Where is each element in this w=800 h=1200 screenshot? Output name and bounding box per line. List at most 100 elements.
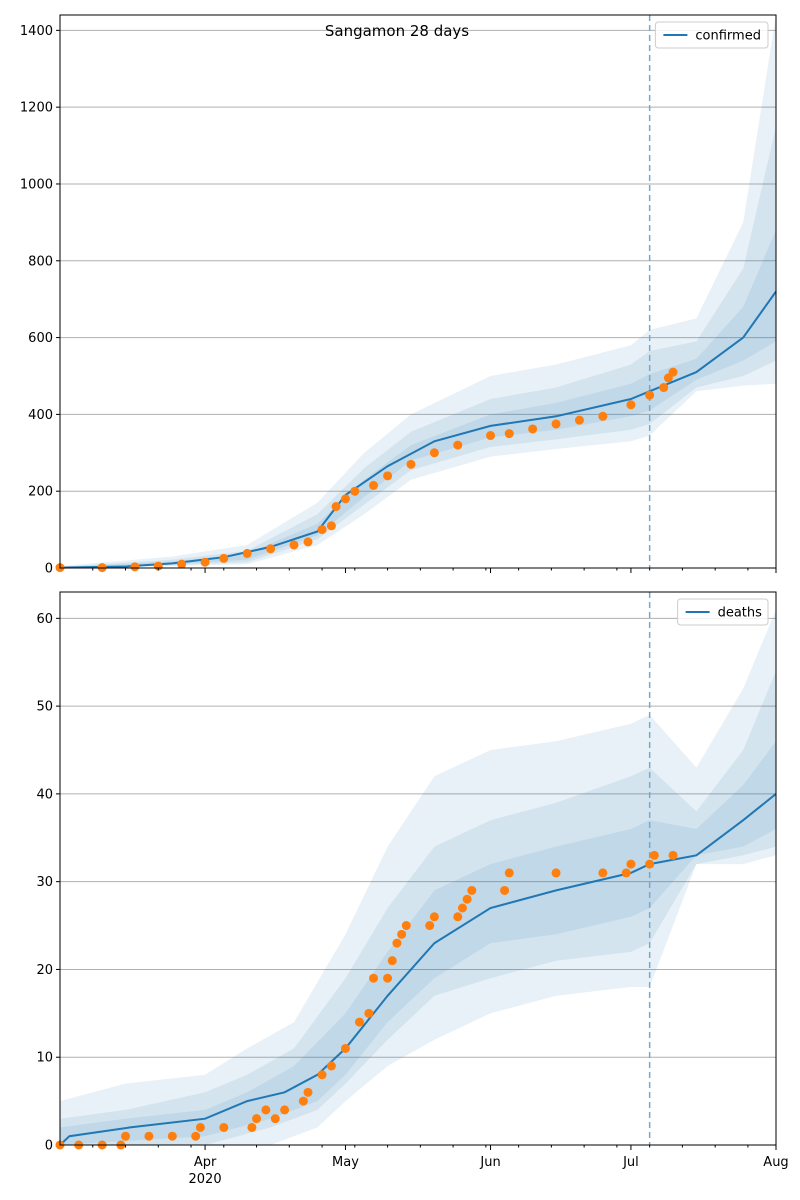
observed-point bbox=[504, 429, 514, 439]
credible-band-2 bbox=[60, 671, 776, 1145]
observed-point bbox=[429, 448, 439, 458]
y-tick-label: 20 bbox=[36, 963, 53, 978]
y-tick-label: 200 bbox=[28, 485, 53, 500]
y-tick-label: 50 bbox=[36, 700, 53, 715]
x-year-label: 2020 bbox=[189, 1172, 222, 1187]
y-tick-label: 1400 bbox=[20, 24, 53, 39]
observed-point bbox=[298, 1096, 308, 1106]
x-tick-label: May bbox=[332, 1155, 359, 1170]
observed-point bbox=[121, 1131, 131, 1141]
legend: confirmed bbox=[654, 21, 769, 49]
observed-point bbox=[453, 440, 463, 450]
observed-point bbox=[261, 1105, 271, 1115]
deaths-panel: 0 10 20 30 40 50 60 Apr May Jun Jul Aug 2020 deaths bbox=[36, 591, 789, 1187]
observed-point bbox=[317, 1070, 327, 1080]
y-tick-label: 600 bbox=[28, 331, 53, 346]
observed-point bbox=[326, 521, 336, 531]
observed-point bbox=[219, 1122, 229, 1132]
observed-point bbox=[340, 1043, 350, 1053]
x-tick-label: Jun bbox=[479, 1155, 500, 1170]
observed-point bbox=[668, 850, 678, 860]
observed-point bbox=[551, 868, 561, 878]
observed-point bbox=[369, 480, 379, 490]
observed-point bbox=[425, 921, 435, 931]
observed-point bbox=[500, 885, 510, 895]
observed-point bbox=[130, 562, 140, 572]
y-tick-label: 60 bbox=[36, 612, 53, 627]
observed-point bbox=[453, 912, 463, 922]
legend-label: confirmed bbox=[695, 29, 761, 44]
model-median-line bbox=[59, 793, 777, 1146]
observed-point bbox=[219, 553, 229, 563]
observed-point bbox=[177, 559, 187, 569]
observed-point bbox=[270, 1114, 280, 1124]
observed-point bbox=[598, 868, 608, 878]
legend-box bbox=[677, 598, 769, 626]
observed-point bbox=[303, 1087, 313, 1097]
observed-point bbox=[289, 540, 299, 550]
observed-point bbox=[340, 494, 350, 504]
credible-band-2 bbox=[60, 126, 776, 569]
model-median-line bbox=[59, 290, 777, 569]
observed-point bbox=[462, 894, 472, 904]
axes-frame bbox=[59, 14, 777, 569]
y-tick-label: 400 bbox=[28, 408, 53, 423]
observed-point bbox=[200, 557, 210, 567]
observed-point bbox=[626, 400, 636, 410]
observed-point bbox=[369, 973, 379, 983]
legend-box bbox=[654, 21, 769, 49]
y-tick-label: 30 bbox=[36, 875, 53, 890]
observed-point bbox=[266, 544, 276, 554]
observed-point bbox=[355, 1017, 365, 1027]
observed-point bbox=[486, 431, 496, 441]
credible-band-1 bbox=[60, 609, 776, 1145]
y-tick-label: 800 bbox=[28, 254, 53, 269]
y-tick-label: 0 bbox=[45, 562, 53, 577]
observed-point bbox=[364, 1008, 374, 1018]
observed-point bbox=[392, 938, 402, 948]
observed-point bbox=[659, 383, 669, 393]
y-tick-label: 40 bbox=[36, 787, 53, 802]
chart-title: Sangamon 28 days bbox=[325, 22, 469, 40]
observed-point bbox=[144, 1131, 154, 1141]
legend: deaths bbox=[677, 598, 769, 626]
observed-point bbox=[387, 956, 397, 966]
observed-point bbox=[247, 1122, 257, 1132]
credible-band-3 bbox=[60, 741, 776, 1145]
x-tick-label: Jul bbox=[622, 1155, 639, 1170]
observed-point bbox=[383, 973, 393, 983]
observed-point bbox=[280, 1105, 290, 1115]
observed-point bbox=[242, 548, 252, 558]
observed-point bbox=[167, 1131, 177, 1141]
confirmed-panel: 0 200 400 600 800 1000 1200 1400 confirmed bbox=[20, 14, 777, 577]
observed-point bbox=[504, 868, 514, 878]
observed-point bbox=[191, 1131, 201, 1141]
observed-point bbox=[621, 868, 631, 878]
observed-point bbox=[645, 390, 655, 400]
observed-point bbox=[528, 424, 538, 434]
observed-point bbox=[331, 502, 341, 512]
legend-label: deaths bbox=[718, 606, 763, 621]
observed-point bbox=[668, 367, 678, 377]
observed-point bbox=[350, 486, 360, 496]
observed-point bbox=[429, 912, 439, 922]
observed-point bbox=[598, 411, 608, 421]
observed-point bbox=[551, 419, 561, 429]
observed-point bbox=[649, 850, 659, 860]
observed-point bbox=[397, 929, 407, 939]
observed-point bbox=[383, 471, 393, 481]
observed-point bbox=[326, 1061, 336, 1071]
observed-point bbox=[574, 415, 584, 425]
observed-point bbox=[467, 885, 477, 895]
observed-point bbox=[645, 859, 655, 869]
observed-point bbox=[252, 1114, 262, 1124]
y-tick-label: 10 bbox=[36, 1051, 53, 1066]
observed-point bbox=[457, 903, 467, 913]
observed-point bbox=[406, 459, 416, 469]
observed-point bbox=[303, 537, 313, 547]
y-tick-label: 0 bbox=[45, 1139, 53, 1154]
observed-point bbox=[195, 1122, 205, 1132]
x-tick-label: Aug bbox=[763, 1155, 788, 1170]
y-tick-label: 1200 bbox=[20, 101, 53, 116]
